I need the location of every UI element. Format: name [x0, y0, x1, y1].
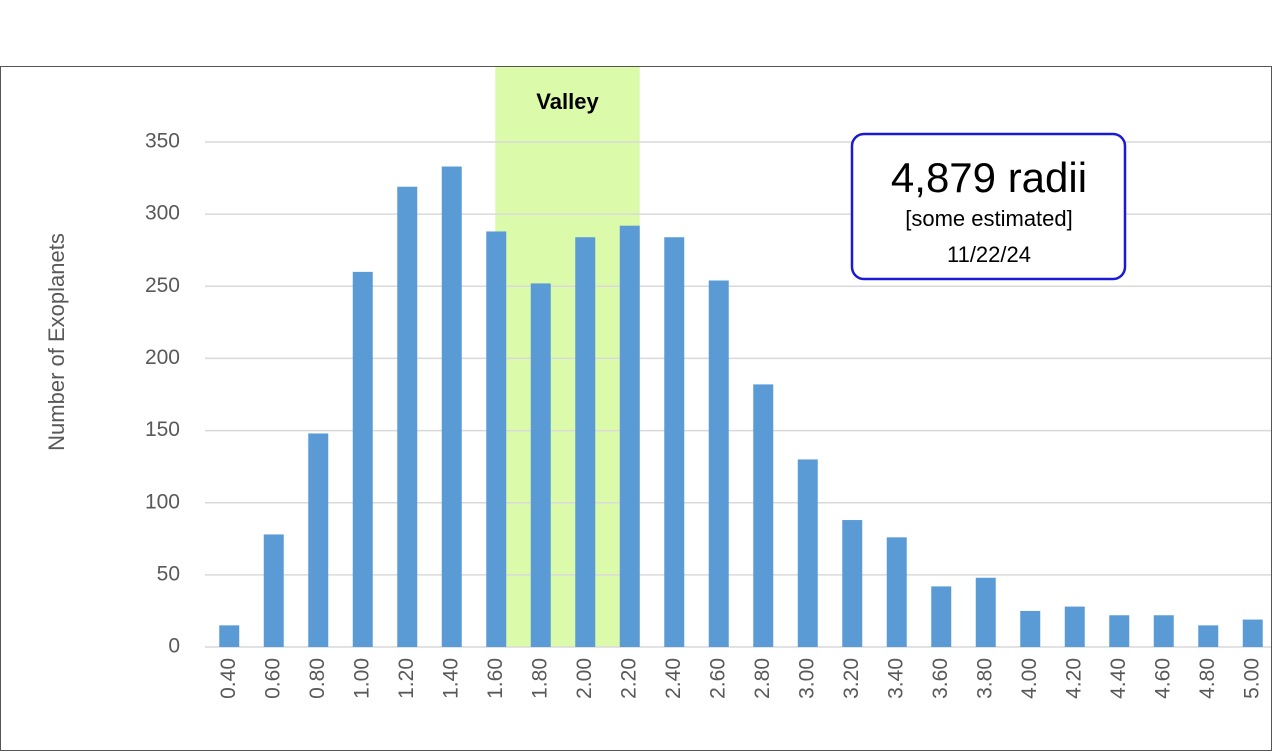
bar [797, 459, 818, 647]
bar [1064, 606, 1085, 647]
x-tick-label: 2.40 [662, 658, 685, 699]
x-tick-label: 0.80 [306, 658, 329, 699]
x-tick-label: 1.20 [395, 658, 418, 699]
y-tick-label: 300 [145, 202, 180, 225]
bar-layer: 0.40 0.60 0.80 1.00 1.20 1.40 1.60 1.80 2.00 2.20… [217, 166, 1263, 699]
valley-label: Valley [536, 89, 599, 114]
bar [352, 271, 373, 647]
bar [1020, 610, 1041, 647]
x-tick-label: 4.80 [1196, 658, 1219, 699]
x-tick-label: 2.00 [573, 658, 596, 699]
x-tick-label: 4.40 [1107, 658, 1130, 699]
x-tick-label: 3.20 [840, 658, 863, 699]
bar [397, 186, 418, 647]
y-tick-label: 250 [145, 274, 180, 297]
bar [1153, 615, 1174, 647]
bar [263, 534, 284, 647]
annotation-date: 11/22/24 [947, 242, 1031, 267]
bar [575, 237, 596, 647]
bar [486, 231, 507, 647]
bar [1242, 619, 1263, 647]
x-tick-label: 3.60 [929, 658, 952, 699]
x-tick-label: 3.00 [795, 658, 818, 699]
x-tick-label: 4.60 [1151, 658, 1174, 699]
bar [753, 384, 774, 647]
y-tick-label: 200 [145, 346, 180, 369]
bar [931, 586, 952, 647]
grid-layer: 0 50 100 150 200 250 300 350 [145, 130, 1271, 658]
x-tick-label: 1.40 [439, 658, 462, 699]
annotation-box [850, 132, 1127, 281]
y-tick-label: 50 [157, 562, 180, 585]
bar [441, 166, 462, 647]
bar [308, 433, 329, 647]
x-tick-label: 5.00 [1240, 658, 1263, 699]
valley-region [495, 67, 640, 647]
x-tick-label: 3.80 [973, 658, 996, 699]
bar [842, 520, 863, 647]
y-tick-label: 150 [145, 418, 180, 441]
x-tick-label: 1.00 [350, 658, 373, 699]
x-tick-label: 3.40 [884, 658, 907, 699]
highlight-layer: Valley [495, 67, 640, 647]
bar [975, 577, 996, 647]
bar [664, 237, 685, 647]
bar [219, 625, 240, 647]
bar [1198, 625, 1219, 647]
bar [886, 537, 907, 647]
x-tick-label: 2.60 [706, 658, 729, 699]
y-tick-label: 350 [145, 130, 180, 153]
bar [1109, 615, 1130, 647]
y-tick-label: 100 [145, 490, 180, 513]
bar [619, 225, 640, 647]
y-tick-label: 0 [168, 635, 180, 658]
annotation-title: 4,879 radii [891, 154, 1087, 201]
annotation-note: [some estimated] [905, 206, 1073, 231]
x-tick-label: 4.20 [1062, 658, 1085, 699]
x-tick-label: 2.20 [617, 658, 640, 699]
x-tick-label: 1.60 [484, 658, 507, 699]
x-tick-label: 0.40 [217, 658, 240, 699]
y-axis-label: Number of Exoplanets [44, 233, 69, 451]
x-tick-label: 2.80 [751, 658, 774, 699]
bar [530, 283, 551, 647]
x-tick-label: 1.80 [528, 658, 551, 699]
bar [708, 280, 729, 647]
x-tick-label: 4.00 [1018, 658, 1041, 699]
x-tick-label: 0.60 [261, 658, 284, 699]
